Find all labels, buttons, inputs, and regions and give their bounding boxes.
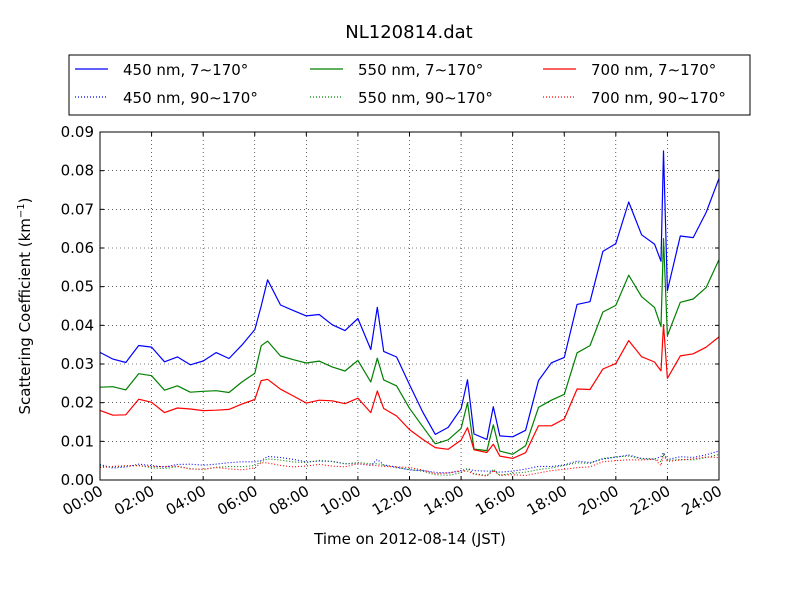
legend-label-2: 550 nm, 7∼170° (358, 61, 483, 79)
x-axis-label: Time on 2012-08-14 (JST) (313, 530, 506, 548)
y-tick-label: 0.09 (61, 123, 94, 141)
series-group (99, 150, 720, 477)
y-tick-label: 0.07 (61, 200, 94, 218)
legend-label-1: 450 nm, 7∼170° (123, 61, 248, 79)
y-tick-label: 0.02 (61, 394, 94, 412)
series-line-2 (99, 238, 720, 455)
series-line-3 (99, 324, 720, 459)
y-tick-label: 0.05 (61, 278, 94, 296)
legend-label-6: 700 nm, 90∼170° (591, 89, 726, 107)
legend-label-4: 450 nm, 90∼170° (123, 89, 258, 107)
legend: 450 nm, 7∼170° 550 nm, 7∼170° 700 nm, 7∼17… (68, 54, 751, 116)
y-tick-label: 0.00 (61, 471, 94, 489)
y-tick-label: 0.04 (61, 316, 94, 334)
series-line-4 (99, 450, 720, 474)
y-tick-label: 0.03 (61, 355, 94, 373)
series-line-1 (99, 150, 720, 440)
y-axis-label: Scattering Coefficient (km−1) (16, 197, 34, 414)
legend-label-3: 700 nm, 7∼170° (591, 61, 716, 79)
series-line-5 (99, 452, 720, 477)
legend-label-5: 550 nm, 90∼170° (358, 89, 493, 107)
legend-box (68, 54, 751, 116)
chart-title: NL120814.dat (345, 22, 472, 43)
y-axis-label-sup: −1 (16, 203, 27, 218)
y-axis-label-main: Scattering Coefficient (km (16, 218, 34, 414)
y-axis-label-close: ) (16, 197, 34, 203)
y-tick-label: 0.06 (61, 239, 94, 257)
y-tick-label: 0.08 (61, 162, 94, 180)
y-tick-label: 0.01 (61, 432, 94, 450)
